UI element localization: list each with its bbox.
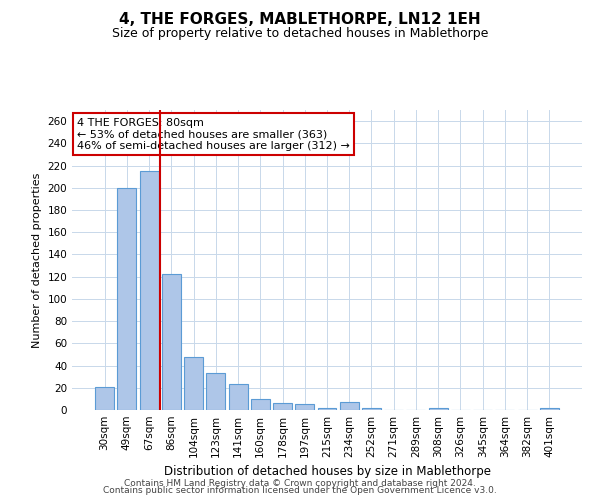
Bar	[317, 408, 337, 410]
Bar	[229, 384, 248, 410]
Bar	[295, 404, 314, 410]
Bar	[184, 356, 203, 410]
Bar	[429, 408, 448, 410]
X-axis label: Distribution of detached houses by size in Mablethorpe: Distribution of detached houses by size …	[163, 466, 491, 478]
Bar	[362, 408, 381, 410]
Text: 4 THE FORGES: 80sqm
← 53% of detached houses are smaller (363)
46% of semi-detac: 4 THE FORGES: 80sqm ← 53% of detached ho…	[77, 118, 350, 150]
Text: Contains HM Land Registry data © Crown copyright and database right 2024.: Contains HM Land Registry data © Crown c…	[124, 478, 476, 488]
Bar	[340, 402, 359, 410]
Bar	[162, 274, 181, 410]
Text: 4, THE FORGES, MABLETHORPE, LN12 1EH: 4, THE FORGES, MABLETHORPE, LN12 1EH	[119, 12, 481, 28]
Text: Contains public sector information licensed under the Open Government Licence v3: Contains public sector information licen…	[103, 486, 497, 495]
Bar	[206, 374, 225, 410]
Y-axis label: Number of detached properties: Number of detached properties	[32, 172, 42, 348]
Bar	[118, 188, 136, 410]
Bar	[251, 399, 270, 410]
Bar	[140, 171, 158, 410]
Bar	[540, 408, 559, 410]
Bar	[273, 404, 292, 410]
Bar	[95, 386, 114, 410]
Text: Size of property relative to detached houses in Mablethorpe: Size of property relative to detached ho…	[112, 28, 488, 40]
